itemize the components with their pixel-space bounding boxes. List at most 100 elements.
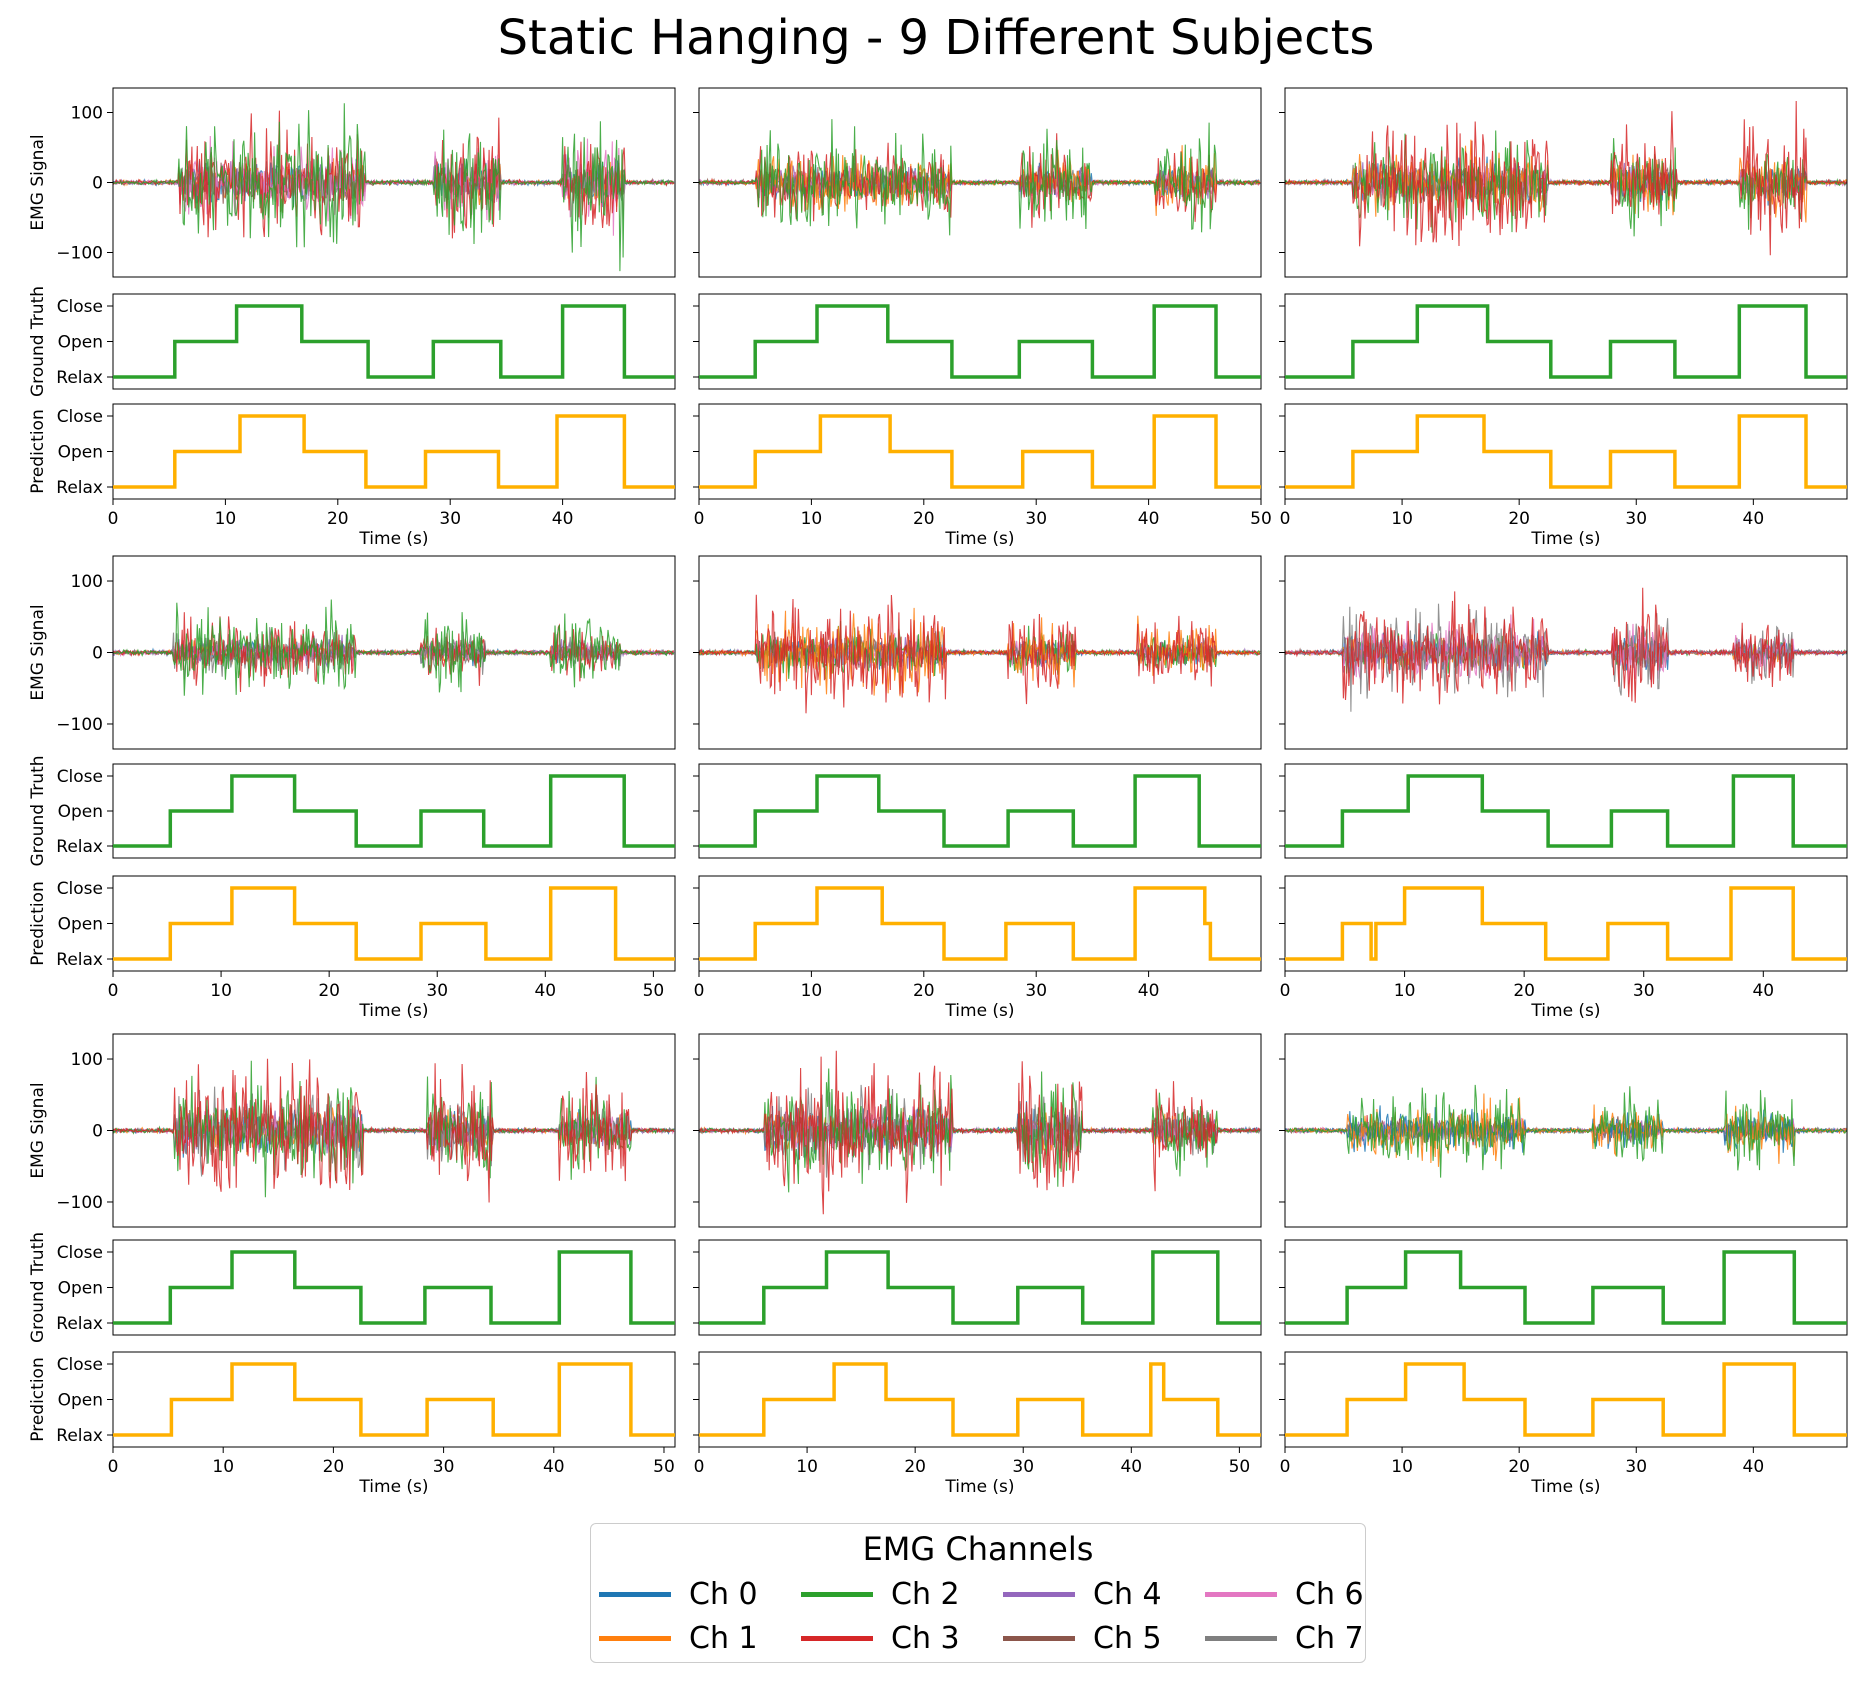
x-tick-label: 0 <box>1280 981 1291 1001</box>
ground-truth-step-line <box>113 774 675 848</box>
x-tick-label: 30 <box>1025 509 1047 529</box>
x-tick-label: 40 <box>534 981 556 1001</box>
emg-series-ch2 <box>699 119 1260 236</box>
x-tick-label: 0 <box>108 1457 119 1477</box>
y-tick-label: Open <box>58 915 103 935</box>
y-tick-label: Close <box>57 407 103 427</box>
emg-series-ch3 <box>113 1058 675 1203</box>
x-tick-label: 50 <box>1229 1457 1251 1477</box>
y-tick-label: Open <box>58 443 103 463</box>
legend-swatch <box>599 1591 671 1597</box>
legend-item-ch5: Ch 5 <box>1003 1618 1162 1658</box>
y-tick-label: Relax <box>56 1426 103 1446</box>
ground-truth-step-line <box>699 774 1261 848</box>
x-tick-label: 10 <box>210 981 232 1001</box>
x-axis-label: Time (s) <box>944 529 1014 549</box>
legend-label: Ch 6 <box>1295 1576 1364 1612</box>
emg-series-ch3 <box>113 110 675 239</box>
ground-truth-step-line <box>699 1250 1261 1325</box>
x-tick-label: 40 <box>1120 1457 1142 1477</box>
ground-truth-step-line <box>1285 1250 1847 1325</box>
x-tick-label: 0 <box>1280 1457 1291 1477</box>
x-axis-label: Time (s) <box>358 529 428 549</box>
prediction-step-line <box>1285 1362 1847 1437</box>
y-axis-label-emg: EMG Signal <box>28 134 48 230</box>
x-tick-label: 40 <box>1138 509 1160 529</box>
y-tick-label: −100 <box>56 244 103 264</box>
x-tick-label: 0 <box>694 981 705 1001</box>
x-tick-label: 20 <box>904 1457 926 1477</box>
emg-traces <box>113 1058 675 1203</box>
x-tick-label: 10 <box>801 509 823 529</box>
x-tick-label: 20 <box>913 981 935 1001</box>
emg-traces <box>1285 100 1847 256</box>
y-axis-label-prediction: Prediction <box>28 881 48 965</box>
x-axis-label: Time (s) <box>944 1001 1014 1021</box>
y-axis-label-prediction: Prediction <box>28 1357 48 1441</box>
emg-series-ch3 <box>1285 587 1847 705</box>
x-tick-label: 0 <box>694 1457 705 1477</box>
x-tick-label: 30 <box>426 981 448 1001</box>
y-tick-label: 0 <box>92 174 103 194</box>
legend-swatch <box>1205 1591 1277 1597</box>
y-tick-label: Relax <box>56 478 103 498</box>
legend-item-ch0: Ch 0 <box>599 1574 758 1614</box>
x-axis-label: Time (s) <box>1530 1477 1600 1497</box>
legend-label: Ch 5 <box>1093 1620 1162 1656</box>
legend-swatch <box>801 1635 873 1641</box>
legend: EMG Channels Ch 0 Ch 1 Ch 2 Ch 3 Ch 4 Ch… <box>590 1523 1366 1663</box>
x-tick-label: 40 <box>1743 509 1765 529</box>
y-axis-label-ground-truth: Ground Truth <box>28 755 48 866</box>
x-tick-label: 40 <box>543 1457 565 1477</box>
ground-truth-step-line <box>699 304 1261 379</box>
prediction-step-line <box>113 886 675 961</box>
y-tick-label: Relax <box>56 1314 103 1334</box>
chart-title: Static Hanging - 9 Different Subjects <box>497 10 1375 66</box>
prediction-step-line <box>699 886 1261 961</box>
legend-swatch <box>599 1635 671 1641</box>
legend-label: Ch 2 <box>891 1576 960 1612</box>
emg-traces <box>113 103 675 272</box>
x-tick-label: 30 <box>1625 1457 1647 1477</box>
prediction-step-line <box>113 1362 675 1437</box>
prediction-step-line <box>1285 414 1847 489</box>
legend-item-ch1: Ch 1 <box>599 1618 758 1658</box>
x-tick-label: 10 <box>1391 509 1413 529</box>
y-axis-label-emg: EMG Signal <box>28 1082 48 1178</box>
x-axis-label: Time (s) <box>358 1001 428 1021</box>
x-tick-label: 10 <box>801 981 823 1001</box>
emg-series-ch3 <box>1285 100 1847 256</box>
y-axis-label-ground-truth: Ground Truth <box>28 1232 48 1343</box>
emg-traces <box>699 1050 1261 1215</box>
x-tick-label: 20 <box>318 981 340 1001</box>
x-tick-label: 50 <box>1250 509 1272 529</box>
legend-label: Ch 7 <box>1295 1620 1364 1656</box>
x-tick-label: 0 <box>108 509 119 529</box>
y-tick-label: Open <box>58 1391 103 1411</box>
legend-item-ch7: Ch 7 <box>1205 1618 1364 1658</box>
prediction-step-line <box>113 414 675 489</box>
x-axis-label: Time (s) <box>1530 1001 1600 1021</box>
x-tick-label: 40 <box>1752 981 1774 1001</box>
y-tick-label: −100 <box>56 715 103 735</box>
y-tick-label: 100 <box>71 1050 103 1070</box>
y-tick-label: Close <box>57 879 103 899</box>
y-tick-label: Close <box>57 767 103 787</box>
x-tick-label: 30 <box>1012 1457 1034 1477</box>
emg-traces <box>1285 587 1847 712</box>
legend-swatch <box>1003 1635 1075 1641</box>
legend-label: Ch 3 <box>891 1620 960 1656</box>
x-axis-label: Time (s) <box>358 1477 428 1497</box>
x-tick-label: 20 <box>327 509 349 529</box>
y-axis-label-prediction: Prediction <box>28 409 48 493</box>
y-tick-label: Relax <box>56 837 103 857</box>
y-tick-label: Close <box>57 1355 103 1375</box>
y-tick-label: 0 <box>92 1122 103 1142</box>
x-tick-label: 30 <box>439 509 461 529</box>
x-tick-label: 10 <box>212 1457 234 1477</box>
prediction-step-line <box>699 414 1261 489</box>
x-tick-label: 30 <box>1625 509 1647 529</box>
x-tick-label: 20 <box>1508 509 1530 529</box>
legend-swatch <box>1003 1591 1075 1597</box>
prediction-step-line <box>1285 886 1847 961</box>
